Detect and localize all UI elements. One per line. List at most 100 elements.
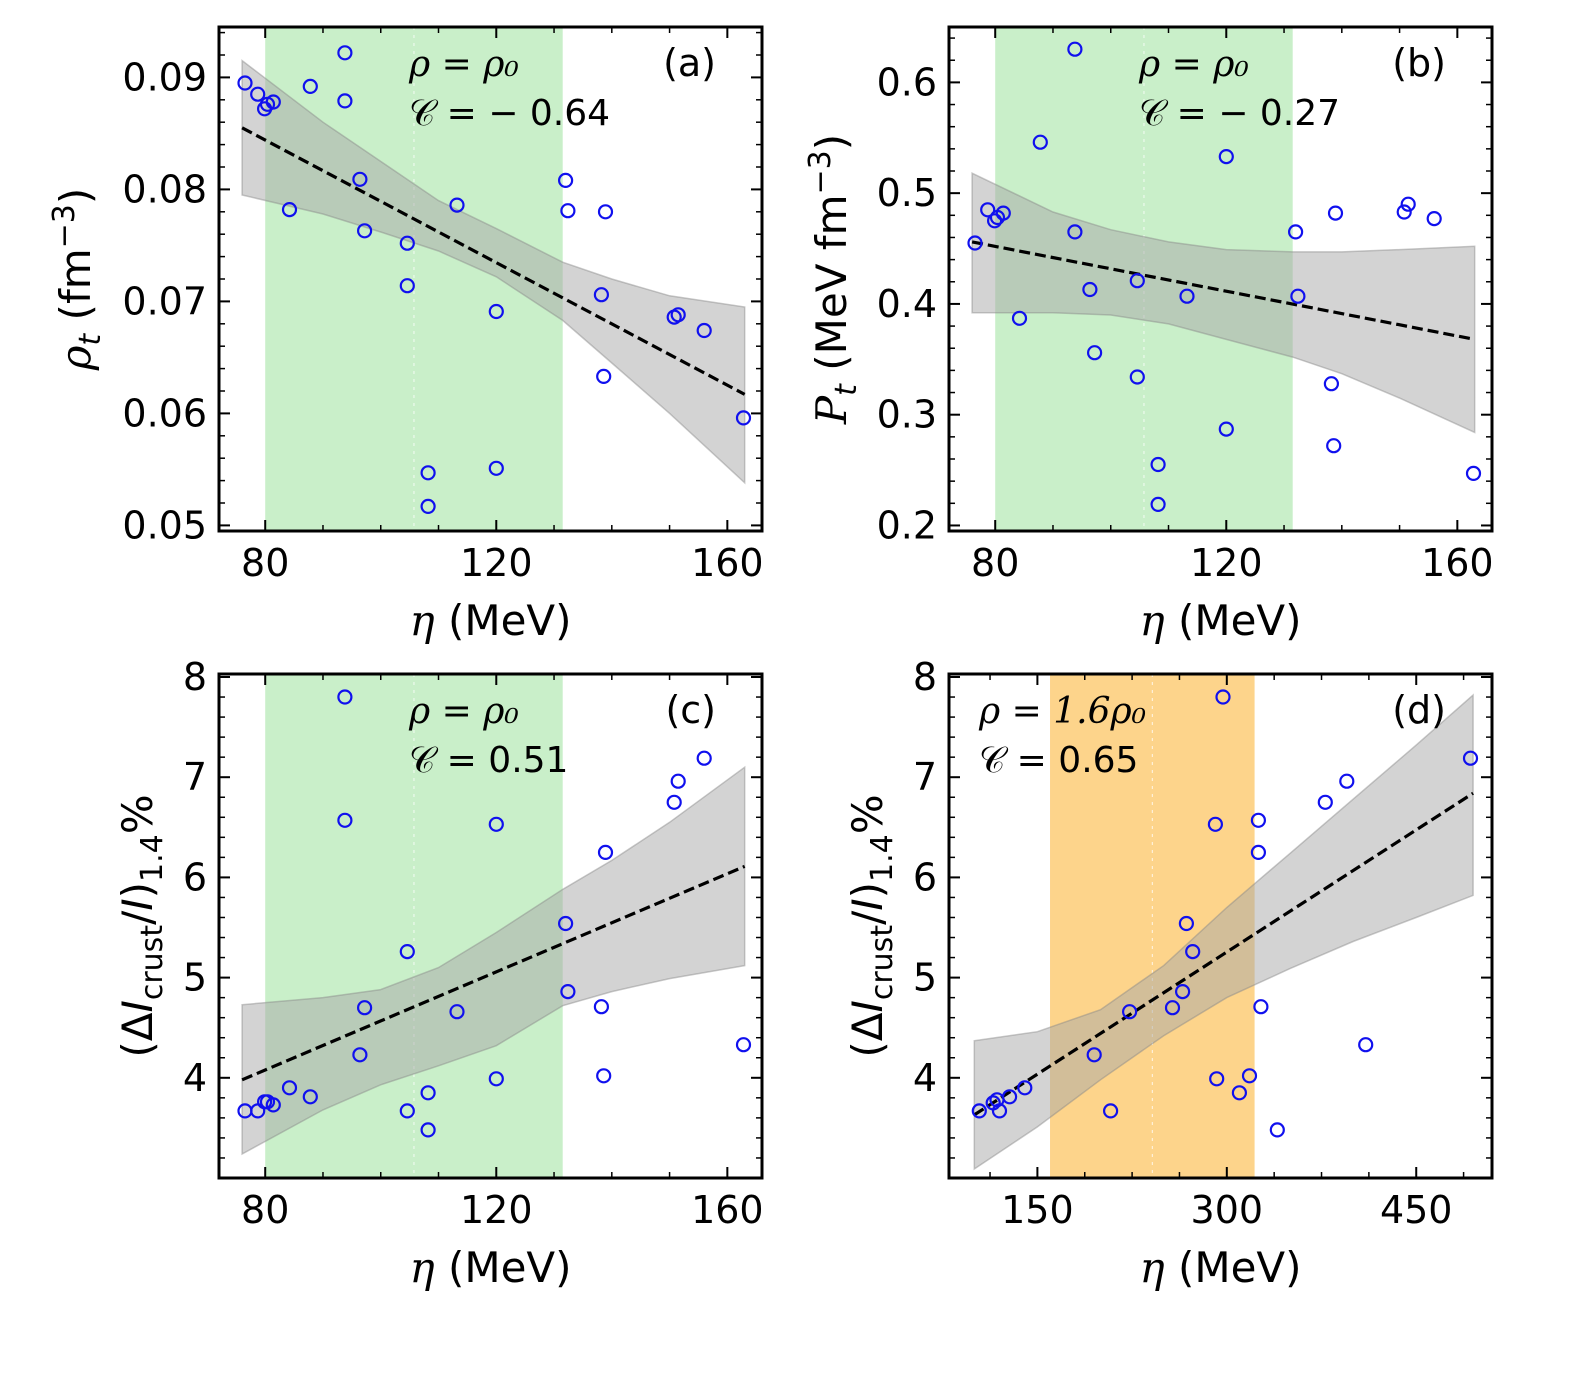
y-label-slash: /	[113, 910, 162, 925]
x-tick-label: 80	[971, 541, 1019, 585]
data-point	[337, 93, 353, 109]
data-point	[557, 915, 574, 932]
data-point	[1207, 816, 1224, 832]
y-tick-label: 0.6	[877, 60, 937, 104]
data-point	[560, 203, 576, 219]
panel-label: (a)	[663, 41, 716, 85]
panel-a-points	[237, 45, 752, 514]
y-label-symbol: I	[843, 1000, 892, 1012]
x-tick-label: 160	[691, 541, 764, 585]
panel-label: (b)	[1392, 41, 1446, 85]
data-point	[1287, 224, 1304, 240]
data-point	[1317, 794, 1333, 810]
y-label-open: (Δ	[113, 1012, 162, 1057]
panel-b-points	[967, 41, 1482, 512]
data-point	[735, 1037, 752, 1053]
data-point	[1215, 689, 1231, 705]
x-axis-label-unit: (MeV)	[435, 596, 572, 645]
y-tick-label: 8	[913, 655, 937, 699]
data-point	[1250, 812, 1267, 828]
x-axis-label-symbol: η	[1139, 596, 1164, 645]
data-point	[399, 1103, 415, 1119]
data-point	[1396, 204, 1412, 220]
y-label-subscript: t	[829, 383, 864, 396]
panel-c-plot-area	[237, 674, 752, 1178]
data-point	[1241, 1068, 1258, 1084]
data-point	[1185, 943, 1201, 960]
y-label-superscript: −3	[47, 204, 82, 248]
x-tick-label: 120	[1190, 541, 1263, 585]
data-point	[1121, 1004, 1138, 1020]
data-point	[1290, 288, 1306, 304]
panel-a-confidence-band	[241, 59, 746, 485]
data-point	[488, 1071, 504, 1087]
y-label-unit: (MeV fm	[807, 194, 856, 384]
panel-b-axes-frame	[947, 25, 1494, 533]
data-point	[281, 202, 298, 218]
data-point	[1400, 196, 1416, 212]
data-point	[1086, 1047, 1102, 1063]
x-axis-label: η (MeV)	[1139, 596, 1301, 645]
data-point	[420, 1085, 436, 1101]
data-point	[1011, 310, 1028, 326]
data-point	[1102, 1103, 1119, 1119]
panel-a-fit-line	[241, 126, 746, 396]
data-point	[1358, 1037, 1374, 1053]
data-point	[352, 1047, 368, 1063]
y-tick-label: 5	[183, 956, 207, 1000]
panel-b-plot-area	[967, 27, 1482, 531]
data-point	[1218, 149, 1234, 165]
y-tick-label: 0.08	[122, 167, 207, 211]
data-point	[1426, 211, 1442, 227]
data-point	[597, 844, 614, 861]
y-tick-label: 0.06	[122, 391, 207, 435]
data-point	[967, 235, 983, 251]
panel-a-plot-area	[237, 27, 752, 531]
data-point	[1465, 465, 1482, 481]
y-label-subscript: crust	[135, 925, 170, 1000]
y-tick-label: 8	[183, 655, 207, 699]
y-tick-label: 4	[183, 1056, 207, 1100]
annotation-correlation: 𝒞 = 0.51	[409, 740, 568, 781]
y-label-close: )	[51, 188, 100, 204]
data-point	[1032, 134, 1048, 150]
y-tick-label: 0.3	[877, 393, 937, 437]
data-point	[1231, 1085, 1248, 1101]
x-tick-label: 120	[460, 541, 533, 585]
y-label-subscript: crust	[865, 925, 900, 1000]
y-label-symbol: ρ	[51, 345, 100, 371]
data-point	[1209, 1071, 1225, 1087]
panel-d-axes-frame	[947, 672, 1494, 1180]
data-point	[557, 172, 574, 188]
y-label-subscript-2: 1.4	[865, 834, 900, 882]
panel-d-plot-area	[971, 674, 1479, 1178]
data-point	[1150, 496, 1166, 512]
panel-b-confidence-band	[971, 172, 1476, 434]
annotation-correlation: 𝒞 = − 0.64	[409, 93, 610, 134]
data-point	[1082, 281, 1098, 298]
data-point	[337, 812, 353, 828]
panel-b: 80 120 160 0.2 0.3 0.4 0.5 0.6 η (MeV) Pt (MeV fm…	[803, 25, 1494, 645]
data-point	[1129, 273, 1145, 289]
x-tick-label: 80	[241, 541, 289, 585]
data-point	[597, 204, 614, 220]
data-point	[696, 322, 712, 339]
data-point	[596, 368, 612, 384]
data-point	[1001, 1089, 1018, 1105]
y-label-superscript: −3	[803, 150, 838, 194]
y-tick-label: 4	[913, 1056, 937, 1100]
data-point	[980, 202, 996, 218]
y-tick-label: 0.07	[122, 279, 207, 323]
x-axis-label-unit: (MeV)	[1165, 596, 1302, 645]
panel-c-fit-line	[241, 864, 746, 1082]
x-tick-label: 160	[1421, 541, 1494, 585]
y-tick-label: 6	[183, 855, 207, 899]
data-point	[399, 278, 415, 294]
y-axis-label: Pt (MeV fm−3)	[803, 134, 864, 425]
data-point	[302, 78, 318, 95]
y-label-symbol-2: I	[843, 898, 892, 910]
data-point	[420, 465, 436, 481]
data-point	[399, 943, 415, 960]
data-point	[971, 1103, 987, 1119]
